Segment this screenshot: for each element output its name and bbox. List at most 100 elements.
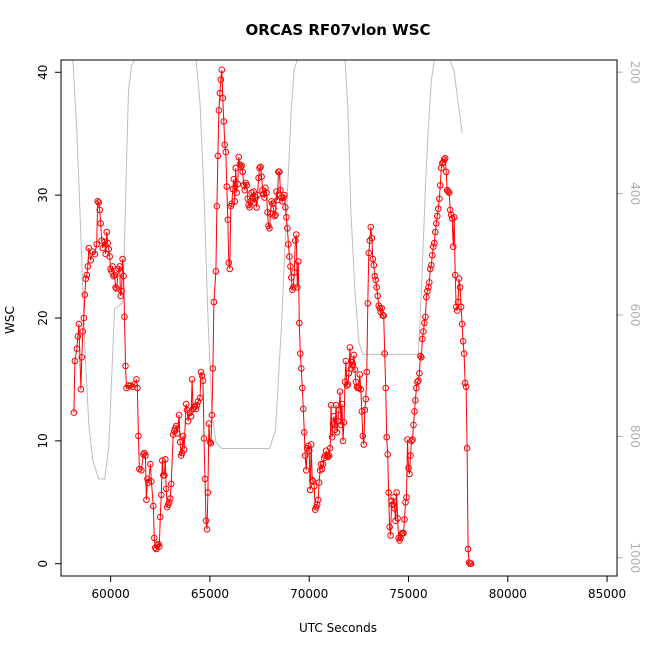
wsc-point	[336, 388, 344, 396]
wsc-point	[370, 261, 378, 269]
wsc-point	[214, 152, 222, 160]
wsc-point	[425, 284, 432, 291]
wsc-point	[343, 382, 351, 389]
wsc-point	[150, 502, 157, 510]
wsc-point	[362, 395, 370, 403]
wsc-point	[460, 350, 468, 357]
wsc-point	[78, 354, 86, 361]
wsc-point	[378, 304, 386, 312]
wsc-point	[380, 312, 388, 319]
wsc-point	[383, 433, 391, 441]
wsc-point	[148, 478, 155, 485]
wsc-point	[319, 460, 327, 468]
wsc-point	[406, 470, 413, 478]
wsc-point	[364, 300, 372, 307]
wsc-point	[161, 472, 168, 479]
wsc-point	[367, 223, 375, 231]
wsc-point	[412, 397, 419, 404]
wsc-point	[423, 293, 430, 301]
wsc-point	[119, 255, 126, 263]
wsc-point	[202, 517, 210, 525]
wsc-point	[99, 244, 106, 252]
wsc-point	[103, 228, 110, 236]
wsc-point	[221, 141, 229, 149]
wsc-point	[309, 478, 317, 485]
wsc-point	[175, 411, 183, 419]
wsc-point	[82, 275, 90, 283]
wsc-point	[365, 249, 373, 257]
wsc-point	[113, 285, 120, 292]
wsc-point	[106, 253, 113, 260]
wsc-point	[138, 467, 145, 474]
wsc-point	[307, 441, 315, 448]
wsc-point	[293, 231, 300, 238]
wsc-point	[328, 433, 336, 441]
wsc-point	[315, 479, 323, 486]
wsc-point	[415, 377, 422, 385]
wsc-point	[193, 401, 201, 409]
wsc-point	[151, 534, 158, 542]
wsc-point	[310, 483, 318, 490]
wsc-point	[255, 174, 262, 182]
wsc-point	[429, 252, 436, 259]
wsc-point	[393, 489, 400, 496]
x-tick-label: 65000	[191, 587, 229, 601]
wsc-point	[192, 405, 200, 413]
x-axis-label: UTC Seconds	[299, 621, 377, 635]
wsc-point	[456, 284, 464, 291]
wsc-point	[223, 183, 231, 190]
wsc-point	[73, 345, 81, 353]
wsc-point	[272, 211, 279, 219]
wsc-point	[87, 257, 95, 264]
wsc-point	[376, 304, 384, 312]
wsc-point	[357, 386, 365, 393]
wsc-point	[184, 417, 192, 425]
wsc-point	[143, 496, 150, 504]
wsc-point	[401, 516, 408, 523]
wsc-point	[439, 159, 446, 167]
wsc-point	[206, 438, 214, 446]
wsc-point	[324, 453, 332, 461]
wsc-point	[346, 344, 354, 351]
wsc-point	[411, 408, 418, 415]
wsc-point	[287, 263, 294, 270]
y-tick-label: 0	[36, 560, 50, 568]
wsc-point	[162, 456, 169, 463]
wsc-point	[413, 384, 420, 392]
wsc-point	[299, 384, 306, 392]
wsc-point	[286, 253, 293, 260]
wsc-point	[260, 190, 267, 198]
wsc-point	[295, 258, 302, 265]
wsc-point	[204, 489, 212, 496]
wsc-point	[203, 526, 211, 533]
wsc-point	[360, 441, 368, 448]
wsc-point	[246, 204, 253, 211]
wsc-point	[135, 432, 142, 440]
wsc-point	[408, 437, 415, 445]
wsc-point	[194, 398, 202, 405]
wsc-point	[450, 214, 458, 221]
wsc-point	[182, 400, 190, 408]
wsc-point	[445, 189, 453, 196]
wsc-point	[390, 494, 397, 501]
wsc-point	[457, 303, 465, 311]
wsc-point	[254, 191, 261, 199]
wsc-point	[96, 206, 103, 214]
wsc-point	[371, 272, 379, 280]
wsc-point	[270, 205, 277, 212]
wsc-point	[418, 354, 425, 361]
wsc-point	[414, 378, 421, 386]
wsc-point	[305, 447, 313, 455]
wsc-point	[142, 452, 149, 459]
wsc-point	[157, 513, 164, 521]
wsc-point	[75, 320, 83, 328]
wsc-point	[210, 298, 218, 306]
wsc-point	[121, 313, 128, 321]
wsc-point	[342, 357, 350, 365]
wsc-point	[374, 292, 382, 300]
y-tick-label: 30	[36, 188, 50, 203]
wsc-point	[338, 400, 346, 408]
wsc-point	[318, 465, 326, 473]
wsc-point	[225, 259, 233, 267]
